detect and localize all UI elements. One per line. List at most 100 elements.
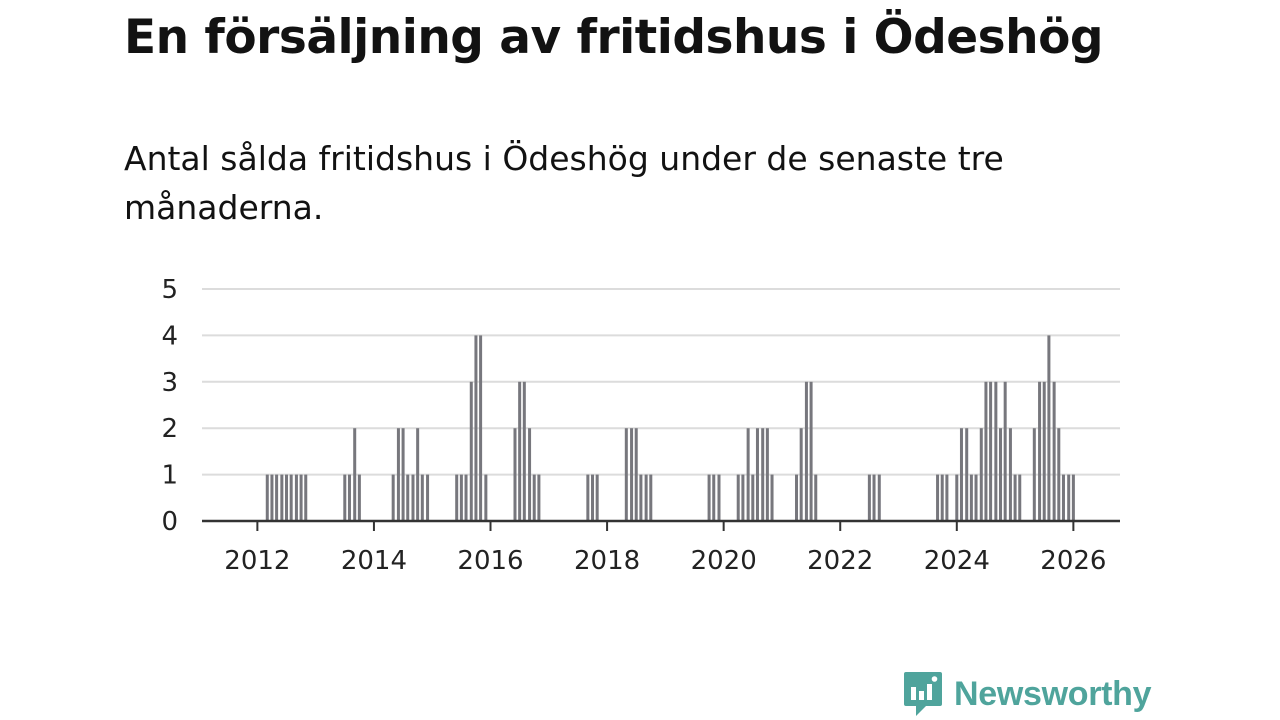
bar (411, 474, 415, 521)
bar (877, 474, 881, 521)
bar (275, 474, 279, 521)
bar (814, 474, 818, 521)
bar (770, 474, 774, 521)
bar (634, 428, 638, 521)
bar (1008, 428, 1012, 521)
bar (532, 474, 536, 521)
bar (479, 335, 483, 521)
bar (591, 474, 595, 521)
x-tick-label: 2026 (1040, 546, 1106, 576)
bar (1047, 335, 1051, 521)
y-tick-label: 4 (161, 321, 178, 351)
bar (965, 428, 969, 521)
bar (795, 474, 799, 521)
bar (420, 474, 424, 521)
brand-name: Newsworthy (954, 674, 1152, 713)
bar (741, 474, 745, 521)
bar (474, 335, 478, 521)
bar (940, 474, 944, 521)
y-tick-labels: 0 1 2 3 4 5 (161, 275, 178, 537)
bar (804, 381, 808, 521)
newsworthy-logo-icon (904, 672, 942, 716)
bar (1061, 474, 1065, 521)
bar (974, 474, 978, 521)
bar (426, 474, 430, 521)
bar (959, 428, 963, 521)
bar (1032, 428, 1036, 521)
bar (586, 474, 590, 521)
bar (289, 474, 293, 521)
x-tick-label: 2022 (807, 546, 873, 576)
bar (357, 474, 361, 521)
bar (522, 381, 526, 521)
bar (391, 474, 395, 521)
bar (751, 474, 755, 521)
bar (945, 474, 949, 521)
bar (639, 474, 643, 521)
bar (809, 381, 813, 521)
bar (265, 474, 269, 521)
y-tick-label: 0 (161, 507, 178, 537)
bar (761, 428, 765, 521)
bar (343, 474, 347, 521)
bar (595, 474, 599, 521)
x-tick-label: 2024 (924, 546, 990, 576)
bar (969, 474, 973, 521)
y-tick-label: 2 (161, 414, 178, 444)
bar (416, 428, 420, 521)
bar (396, 428, 400, 521)
bar (304, 474, 308, 521)
bar (746, 428, 750, 521)
bar (1018, 474, 1022, 521)
latest-value-label: 1 (0, 0, 7, 6)
bar (464, 474, 468, 521)
bar (1042, 381, 1046, 521)
y-tick-label: 3 (161, 368, 178, 398)
annotations: 1 (0, 0, 7, 6)
y-tick-label: 5 (161, 275, 178, 305)
bar (469, 381, 473, 521)
bar (649, 474, 653, 521)
bar (999, 428, 1003, 521)
bar (353, 428, 357, 521)
bar (765, 428, 769, 521)
bar (984, 381, 988, 521)
bar (347, 474, 351, 521)
bar (624, 428, 628, 521)
bar (280, 474, 284, 521)
bar (1052, 381, 1056, 521)
bar (406, 474, 410, 521)
x-tick-label: 2018 (574, 546, 640, 576)
bar (1003, 381, 1007, 521)
x-tick-label: 2014 (341, 546, 407, 576)
x-tick-label: 2012 (224, 546, 290, 576)
bar (537, 474, 541, 521)
bar (513, 428, 517, 521)
x-tick-label: 2020 (691, 546, 757, 576)
bars (265, 335, 1075, 521)
bar (1057, 428, 1061, 521)
chart-subtitle: Antal sålda fritidshus i Ödeshög under d… (124, 139, 1004, 227)
y-tick-label: 1 (161, 461, 178, 491)
bar (799, 428, 803, 521)
bar (989, 381, 993, 521)
bar (455, 474, 459, 521)
bar (528, 428, 532, 521)
bar (484, 474, 488, 521)
bar (979, 428, 983, 521)
bar (755, 428, 759, 521)
x-tick-label: 2016 (457, 546, 523, 576)
bar (518, 381, 522, 521)
bar (936, 474, 940, 521)
bar (299, 474, 303, 521)
x-tick-labels: 2012 2014 2016 2018 2020 2022 2024 2026 (224, 521, 1106, 576)
chart-title: En försäljning av fritidshus i Ödeshög (124, 10, 1104, 65)
bar (712, 474, 716, 521)
bar (1013, 474, 1017, 521)
bar (872, 474, 876, 521)
bar (717, 474, 721, 521)
bar (867, 474, 871, 521)
bar (459, 474, 463, 521)
bar (1071, 474, 1075, 521)
